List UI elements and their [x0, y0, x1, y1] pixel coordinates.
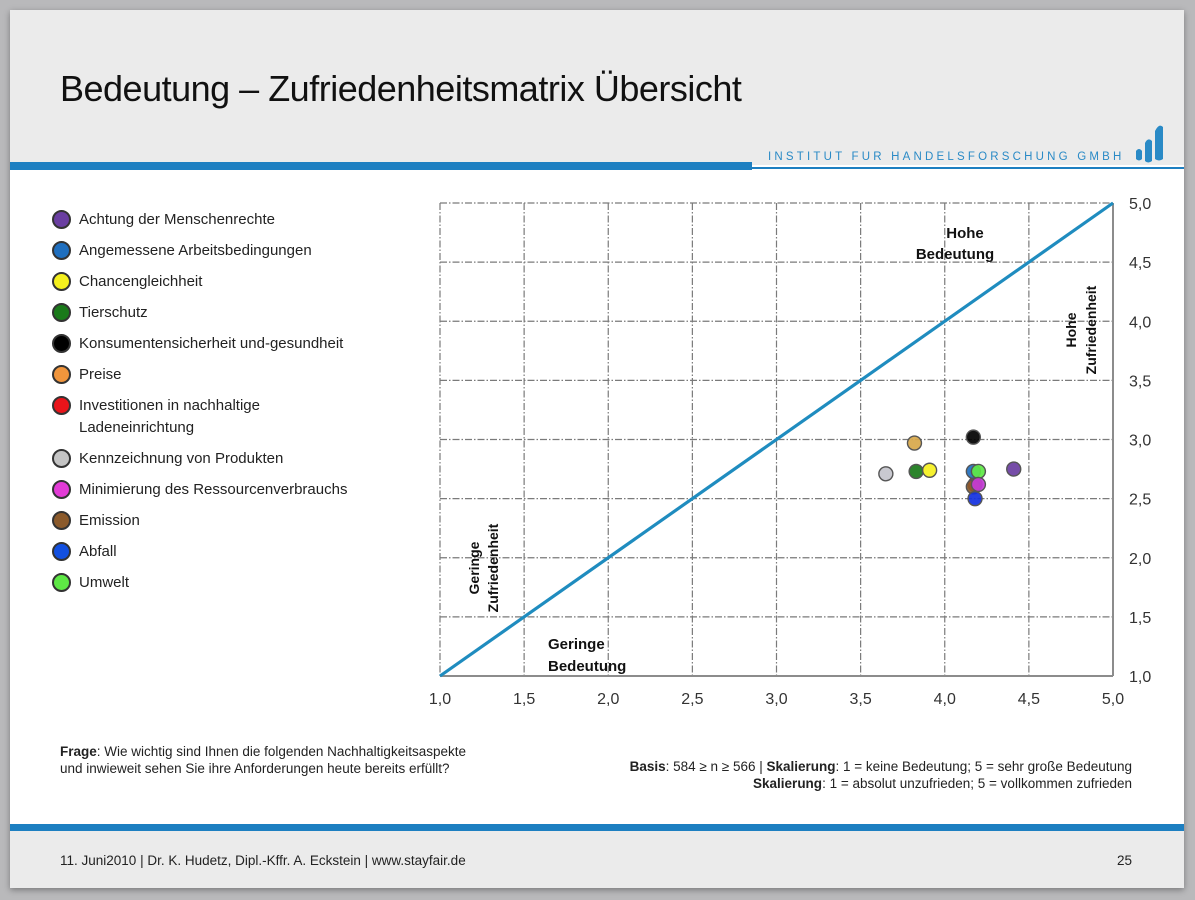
annotation-hohe-zufriedenheit: Zufriedenheit [1083, 285, 1099, 374]
legend-label: Emission [79, 512, 140, 529]
annotation-geringe-bedeutung: Geringe [548, 636, 605, 653]
legend-label: Achtung der Menschenrechte [79, 211, 275, 228]
legend-item: Angemessene Arbeitsbedingungen [52, 240, 392, 262]
legend-item: Umwelt [52, 572, 392, 594]
page-title: Bedeutung – Zufriedenheitsmatrix Übersic… [60, 68, 742, 109]
annotation-geringe-zufriedenheit: Geringe [466, 541, 482, 594]
reference-diagonal-line [439, 201, 1114, 678]
y-tick-label: 3,0 [1129, 433, 1151, 450]
chart-legend: Achtung der Menschenrechte Angemessene Ar… [52, 209, 392, 603]
footer-credits: 11. Juni2010 | Dr. K. Hudetz, Dipl.-Kffr… [60, 853, 466, 868]
annotation-hohe-bedeutung: Hohe [946, 225, 984, 242]
data-point [878, 466, 894, 482]
bar-signal-logo-icon [1136, 125, 1163, 163]
annotation-hohe-bedeutung: Bedeutung [916, 246, 994, 263]
legend-label: Angemessene Arbeitsbedingungen [79, 242, 312, 259]
legend-label: Umwelt [79, 574, 130, 591]
x-tick-label: 3,5 [850, 691, 872, 708]
x-tick-label: 1,5 [513, 691, 535, 708]
basis-note: Basis: 584 ≥ n ≥ 566 | Skalierung: 1 = k… [452, 758, 1132, 792]
legend-marker-icon [52, 303, 71, 322]
footer-rule [10, 824, 1184, 831]
y-tick-label: 2,0 [1129, 551, 1151, 568]
y-tick-label: 2,5 [1129, 492, 1151, 509]
x-tick-label: 1,0 [430, 691, 451, 708]
legend-label: Tierschutz [79, 304, 148, 321]
header-band [10, 10, 1184, 165]
basis-label: Basis [629, 759, 666, 774]
slide: Bedeutung – Zufriedenheitsmatrix Übersic… [10, 10, 1184, 888]
legend-marker-icon [52, 241, 71, 260]
legend-label: Investitionen in nachhaltige Ladeneinric… [79, 397, 260, 436]
legend-marker-icon [52, 365, 71, 384]
x-tick-label: 4,0 [934, 691, 956, 708]
legend-label: Preise [79, 366, 122, 383]
annotation-geringe-bedeutung: Bedeutung [548, 658, 626, 675]
data-point [921, 462, 938, 478]
header-thin-rule [752, 167, 1184, 169]
legend-marker-icon [52, 511, 71, 530]
scale2-text: : 1 = absolut unzufrieden; 5 = vollkomme… [822, 776, 1132, 791]
legend-marker-icon [52, 334, 71, 353]
legend-marker-icon [52, 210, 71, 229]
x-tick-label: 2,5 [681, 691, 703, 708]
legend-item: Tierschutz [52, 302, 392, 324]
annotation-hohe-zufriedenheit: Hohe [1063, 312, 1079, 347]
data-point [970, 476, 987, 493]
legend-marker-icon [52, 542, 71, 561]
legend-marker-icon [52, 480, 71, 499]
legend-item: Minimierung des Ressourcenverbrauchs [52, 479, 392, 501]
legend-label: Minimierung des Ressourcenverbrauchs [79, 481, 348, 498]
question-label: Frage [60, 744, 97, 759]
x-tick-label: 5,0 [1102, 691, 1124, 708]
x-tick-label: 3,0 [765, 691, 787, 708]
legend-label: Abfall [79, 543, 117, 560]
legend-label: Chancengleichheit [79, 273, 203, 290]
legend-item: Konsumentensicherheit und-gesundheit [52, 333, 392, 355]
y-tick-label: 5,0 [1129, 196, 1151, 213]
header-rule [10, 162, 752, 170]
scatter-chart: 1,0 1,0 1,5 1,5 2,0 2,0 2,5 2,5 3,0 3,0 3,5 3,5 4,0 4… [430, 196, 1151, 708]
data-point [908, 463, 924, 480]
scale2-label: Skalierung [753, 776, 823, 791]
y-tick-label: 1,0 [1129, 669, 1151, 686]
y-tick-label: 4,5 [1129, 255, 1151, 272]
y-tick-label: 4,0 [1129, 314, 1151, 331]
data-point [906, 435, 923, 451]
legend-item: Emission [52, 510, 392, 532]
y-tick-label: 3,5 [1129, 373, 1151, 390]
legend-label: Kennzeichnung von Produkten [79, 450, 284, 467]
legend-marker-icon [52, 396, 71, 415]
x-tick-label: 4,5 [1018, 691, 1040, 708]
legend-label: Konsumentensicherheit und-gesundheit [79, 335, 344, 352]
legend-marker-icon [52, 573, 71, 592]
data-point [1006, 461, 1022, 477]
data-point [967, 490, 983, 507]
legend-marker-icon [52, 272, 71, 291]
legend-item: Investitionen in nachhaltige Ladeneinric… [52, 395, 392, 439]
page-number: 25 [1116, 853, 1132, 868]
basis-text: : 584 ≥ n ≥ 566 | [665, 759, 767, 774]
brand-name: INSTITUT FUR HANDELSFORSCHUNG GMBH [768, 151, 1125, 163]
legend-item: Abfall [52, 541, 392, 563]
annotation-geringe-zufriedenheit: Zufriedenheit [485, 523, 501, 612]
footer-band [10, 831, 1184, 888]
legend-item: Achtung der Menschenrechte [52, 209, 392, 231]
scale1-label: Skalierung [766, 759, 836, 774]
legend-item: Preise [52, 364, 392, 386]
data-point [965, 429, 982, 445]
legend-marker-icon [52, 449, 71, 468]
data-point [970, 463, 987, 480]
y-tick-label: 1,5 [1129, 610, 1151, 627]
x-tick-label: 2,0 [597, 691, 619, 708]
question-note: Frage: Wie wichtig sind Ihnen die folgen… [60, 743, 480, 777]
scale1-text: : 1 = keine Bedeutung; 5 = sehr große Be… [835, 759, 1132, 774]
question-text: : Wie wichtig sind Ihnen die folgenden N… [60, 744, 466, 776]
legend-item: Kennzeichnung von Produkten [52, 448, 392, 470]
legend-item: Chancengleichheit [52, 271, 392, 293]
